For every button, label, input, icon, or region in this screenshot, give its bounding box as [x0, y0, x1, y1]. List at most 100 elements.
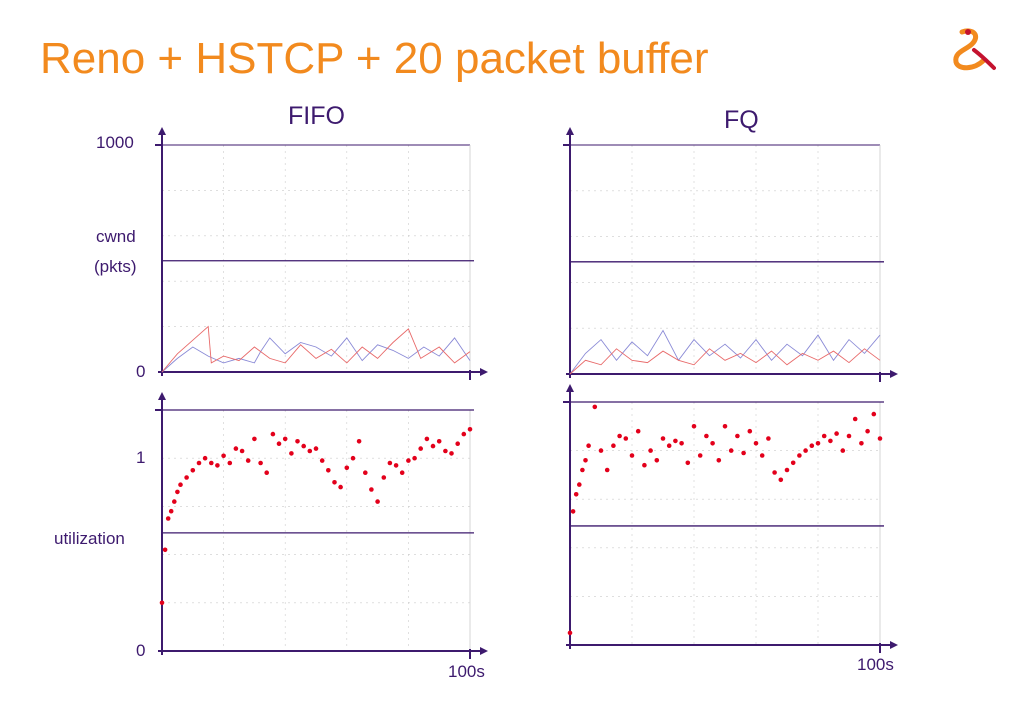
fifo-util-point — [190, 468, 196, 473]
fifo-util-point — [461, 431, 467, 437]
slide-title: Reno + HSTCP + 20 packet buffer — [40, 34, 709, 83]
fq-util-point — [570, 509, 576, 514]
fq-util-point — [583, 458, 588, 463]
fifo-util-point — [393, 463, 399, 468]
util-one-tick-label: 1 — [136, 448, 146, 467]
fq-util-point — [871, 411, 877, 417]
fq-util-point — [747, 428, 753, 434]
fifo-cwnd-series-1-line — [161, 325, 471, 373]
fifo-column-heading: FIFO — [288, 102, 345, 130]
fifo-util-point — [202, 455, 208, 461]
fifo-util-point — [455, 441, 461, 447]
fifo-util-point — [258, 460, 263, 466]
fq-util-point — [660, 436, 666, 441]
fq-util-point — [753, 441, 759, 446]
fq-util-point — [666, 443, 672, 449]
fq-util-point — [840, 448, 846, 453]
fifo-util-point — [301, 443, 307, 449]
fifo-util-point — [436, 439, 442, 444]
fifo-util-point — [159, 600, 165, 606]
fq-util-point — [592, 404, 598, 410]
fq-util-point — [710, 441, 715, 446]
fifo-util-x-axis-arrow — [480, 647, 488, 655]
fq-column-heading: FQ — [724, 106, 759, 134]
fifo-util-point — [282, 436, 288, 442]
fq-util-point — [623, 436, 629, 441]
fq-cwnd-series-0-line — [569, 329, 881, 375]
fifo-util-point — [215, 463, 220, 468]
fq-util-point — [691, 424, 697, 429]
time-end-label-fifo: 100s — [448, 662, 485, 681]
fq-util-point — [722, 424, 728, 429]
fifo-util-point — [338, 484, 343, 490]
fifo-util-point — [175, 489, 180, 495]
fq-util-point — [716, 458, 722, 463]
fq-util-point — [821, 433, 827, 439]
fifo-util-point — [162, 547, 168, 553]
fifo-util-point — [406, 458, 411, 463]
fifo-util-point — [356, 439, 362, 444]
fifo-util-point — [350, 455, 356, 461]
fifo-util-point — [289, 451, 294, 456]
fq-util-point — [815, 441, 821, 446]
fq-util-point — [673, 438, 678, 444]
fq-util-point — [741, 450, 746, 456]
fifo-util-point — [387, 460, 393, 466]
fq-util-point — [803, 448, 808, 453]
fifo-util-point — [424, 436, 430, 442]
fifo-util-point — [270, 431, 276, 437]
fifo-util-point — [412, 455, 417, 461]
fq-util-point — [577, 482, 582, 487]
fifo-util-point — [307, 448, 313, 454]
fifo-util-point — [264, 470, 270, 476]
fq-util-point — [654, 458, 660, 463]
fq-cwnd-y-axis-arrow — [566, 127, 574, 135]
fifo-util-point — [332, 480, 337, 485]
cwnd-unit-label: (pkts) — [94, 257, 137, 276]
cwnd-zero-tick-label: 0 — [136, 362, 146, 381]
fq-util-point — [728, 448, 734, 453]
fq-util-point — [834, 431, 839, 436]
fq-util-point — [784, 467, 790, 473]
fq-cwnd-x-axis-arrow — [890, 370, 898, 378]
fq-util-point — [642, 462, 647, 468]
util-zero-tick-label: 0 — [136, 641, 146, 660]
fq-util-point — [648, 448, 653, 453]
fifo-util-point — [319, 458, 325, 463]
fifo-util-point — [178, 482, 183, 488]
fifo-util-point — [375, 499, 380, 504]
logo-icon — [953, 28, 996, 71]
fifo-cwnd-series-0-line — [161, 337, 471, 373]
fq-util-point — [852, 416, 858, 422]
fifo-util-point — [363, 470, 368, 476]
fifo-util-point — [168, 508, 174, 514]
fifo-util-point — [252, 436, 257, 442]
fq-util-point — [877, 436, 883, 441]
fq-util-x-axis-arrow — [890, 641, 898, 649]
fifo-util-point — [196, 460, 202, 466]
fq-util-point — [828, 438, 833, 444]
fifo-util-point — [418, 446, 424, 451]
fq-util-point — [685, 460, 691, 466]
fifo-util-point — [399, 470, 405, 476]
time-end-label-fq: 100s — [857, 655, 894, 674]
fifo-util-y-axis-arrow — [158, 392, 166, 400]
fifo-util-point — [443, 448, 448, 454]
cwnd-top-tick-label: 1000 — [96, 133, 134, 152]
fifo-util-point — [209, 460, 214, 466]
fifo-util-point — [449, 451, 454, 456]
fq-util-point — [604, 467, 610, 473]
fq-util-y-axis-arrow — [566, 384, 574, 392]
cwnd-axis-label: cwnd — [96, 227, 136, 246]
fq-util-point — [772, 470, 777, 475]
fifo-util-point — [326, 468, 331, 473]
fq-util-point — [598, 448, 604, 453]
fifo-cwnd-y-axis-arrow — [158, 127, 166, 135]
fq-util-point — [809, 443, 815, 449]
fifo-util-point — [430, 443, 436, 449]
util-axis-label: utilization — [54, 529, 125, 548]
fifo-util-point — [245, 458, 251, 463]
fq-util-point — [790, 460, 796, 466]
fq-util-point — [573, 492, 579, 497]
fq-util-point — [704, 433, 709, 439]
